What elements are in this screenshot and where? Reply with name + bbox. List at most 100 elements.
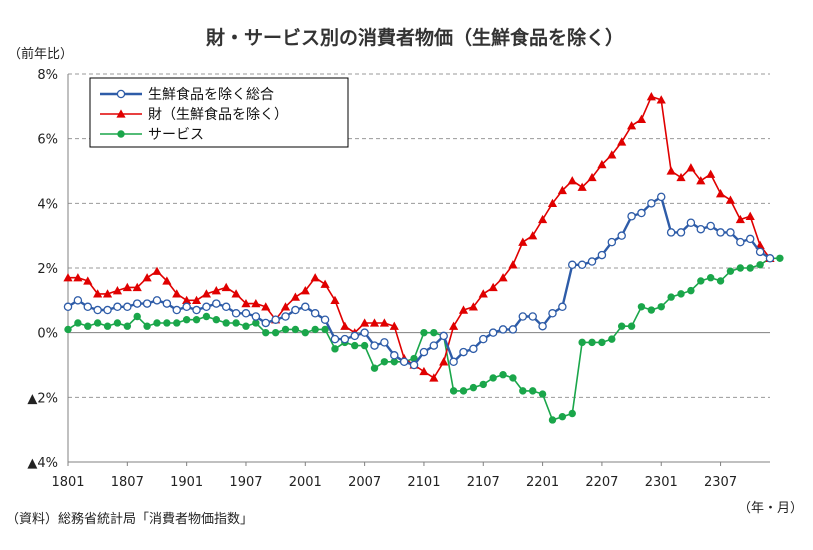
data-point xyxy=(716,228,725,237)
data-point xyxy=(351,341,359,350)
data-point xyxy=(64,325,72,334)
data-point xyxy=(370,364,379,372)
data-point xyxy=(202,312,211,321)
legend-label: サービス xyxy=(148,127,204,143)
data-point xyxy=(191,295,202,305)
x-tick-label: 1807 xyxy=(111,475,144,490)
x-tick-labels: 1801 1807 1901 1907 2001 2007 2101 2107 2201 2207… xyxy=(51,475,737,490)
data-point xyxy=(360,341,369,350)
data-point xyxy=(162,276,172,285)
data-point xyxy=(498,273,508,282)
data-point xyxy=(726,267,735,275)
data-point xyxy=(430,328,438,337)
data-point xyxy=(508,260,518,269)
data-point xyxy=(686,218,696,227)
series-0 xyxy=(63,192,775,370)
data-point xyxy=(242,322,250,330)
data-point xyxy=(281,312,290,321)
data-point xyxy=(201,289,212,298)
data-point xyxy=(558,302,567,312)
data-point xyxy=(439,331,448,341)
x-tick-label: 2001 xyxy=(289,475,322,490)
data-point xyxy=(102,289,113,298)
data-point xyxy=(577,260,587,270)
data-point xyxy=(83,302,93,312)
data-point xyxy=(636,114,647,123)
data-point xyxy=(756,261,764,269)
data-point xyxy=(617,231,626,240)
data-point xyxy=(142,299,152,308)
data-point xyxy=(696,176,706,185)
data-point xyxy=(597,159,607,169)
data-point xyxy=(548,416,557,424)
data-point xyxy=(617,137,627,146)
data-point xyxy=(369,318,380,327)
data-point xyxy=(637,208,646,218)
data-point xyxy=(736,237,745,247)
data-point xyxy=(390,358,398,366)
data-point xyxy=(657,303,665,311)
data-point xyxy=(380,338,389,347)
data-point xyxy=(547,198,558,208)
data-point xyxy=(113,302,122,312)
data-point xyxy=(74,319,82,327)
data-point xyxy=(112,286,123,295)
data-point xyxy=(73,296,83,305)
data-point xyxy=(331,345,339,353)
data-point xyxy=(370,341,379,350)
data-point xyxy=(142,273,152,282)
data-point xyxy=(715,189,726,198)
data-point xyxy=(449,357,458,367)
data-point xyxy=(449,321,459,330)
x-tick-label: 1801 xyxy=(51,475,84,490)
data-point xyxy=(538,390,547,398)
data-point xyxy=(676,228,686,237)
chart-title: 財・サービス別の消費者物価（生鮮食品を除く） xyxy=(206,26,624,49)
data-point xyxy=(745,211,755,220)
data-point xyxy=(518,237,528,246)
data-point xyxy=(706,169,716,178)
data-point xyxy=(389,321,399,330)
data-point xyxy=(568,409,576,418)
data-point xyxy=(251,298,261,308)
data-point xyxy=(567,176,577,185)
series-line xyxy=(67,194,771,367)
data-point xyxy=(182,316,191,324)
data-point xyxy=(321,325,329,334)
data-point xyxy=(73,273,83,282)
x-tick-label: 2201 xyxy=(526,475,559,490)
data-point xyxy=(518,312,528,321)
data-point xyxy=(360,318,370,327)
data-point xyxy=(607,150,617,159)
data-point xyxy=(123,322,132,330)
data-point xyxy=(310,273,320,282)
data-point xyxy=(340,321,350,330)
data-point xyxy=(568,260,577,270)
data-point xyxy=(637,303,646,311)
data-point xyxy=(330,334,340,344)
data-point xyxy=(261,318,270,328)
data-point xyxy=(489,374,497,382)
data-point xyxy=(291,325,300,334)
data-point xyxy=(182,295,192,305)
data-point xyxy=(409,360,419,370)
data-point xyxy=(598,338,606,347)
data-point xyxy=(419,347,429,357)
data-point xyxy=(420,328,428,337)
data-point xyxy=(736,264,745,272)
source-note: （資料）総務省統計局「消費者物価指数」 xyxy=(6,511,253,527)
data-point xyxy=(626,121,637,130)
data-point xyxy=(221,302,231,312)
data-point xyxy=(429,341,439,350)
data-point xyxy=(221,282,231,292)
series-2 xyxy=(64,254,784,424)
data-point xyxy=(271,328,280,337)
data-point xyxy=(429,373,439,382)
data-point xyxy=(538,321,547,331)
data-point xyxy=(222,319,230,327)
data-point xyxy=(93,289,103,298)
data-point xyxy=(765,254,775,263)
data-point xyxy=(755,247,765,257)
data-point xyxy=(726,228,735,237)
